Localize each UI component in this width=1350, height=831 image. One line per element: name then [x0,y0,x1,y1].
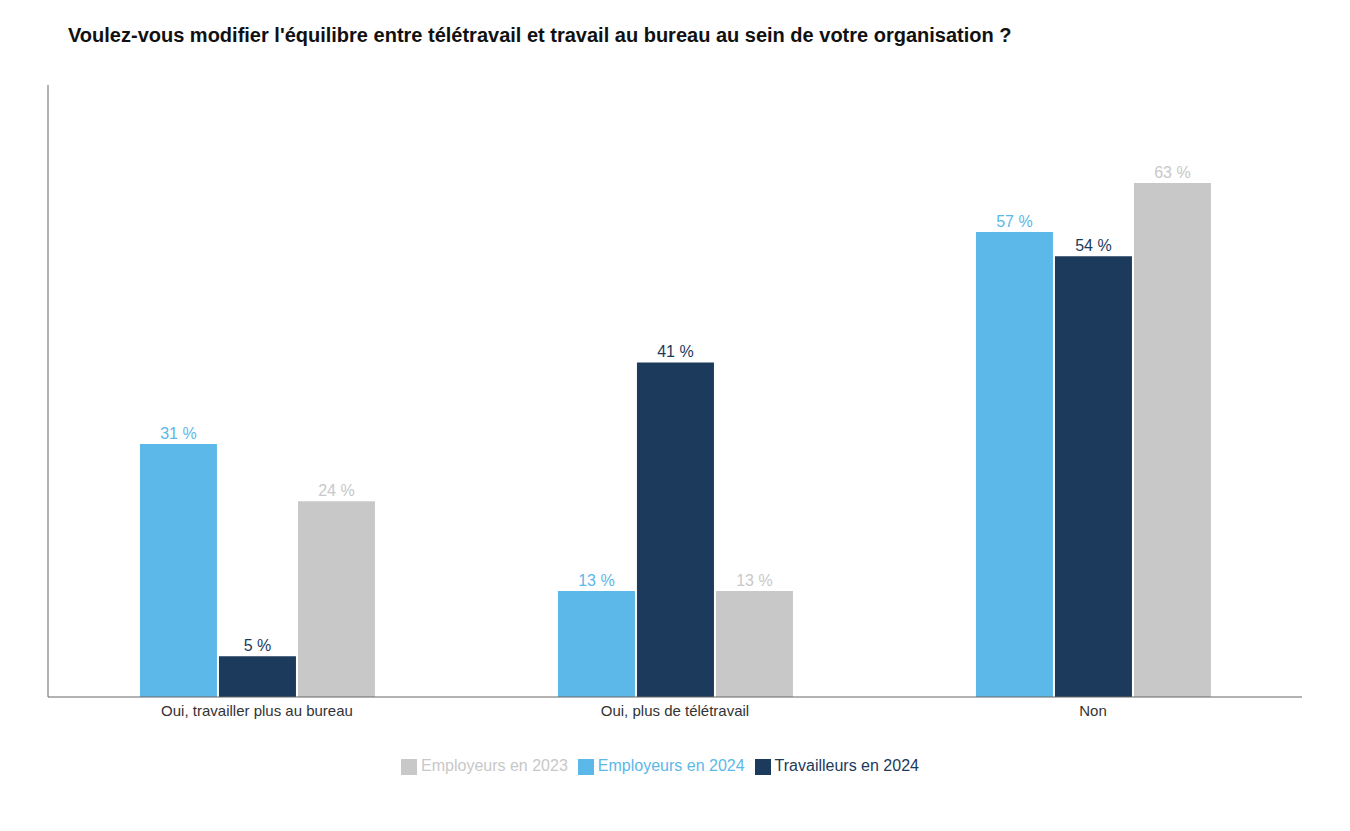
svg-text:31 %: 31 % [160,425,196,442]
svg-text:54 %: 54 % [1075,237,1111,254]
svg-text:57 %: 57 % [996,213,1032,230]
svg-text:Non: Non [1079,702,1107,719]
html-text:Voulez-vous modifier l'équilib: Voulez-vous modifier l'équilibre entre t… [68,24,1012,46]
html-text:Travailleurs en 2024: Travailleurs en 2024 [774,757,919,774]
svg-text:13 %: 13 % [578,572,614,589]
html-text:Employeurs en 2023: Employeurs en 2023 [421,757,568,774]
svg-text:24 %: 24 % [318,482,354,499]
svg-text:41 %: 41 % [657,343,693,360]
svg-text:13 %: 13 % [736,572,772,589]
svg-text:Oui, plus de télétravail: Oui, plus de télétravail [601,702,749,719]
svg-text:5 %: 5 % [244,637,272,654]
html-text:Employeurs en 2024: Employeurs en 2024 [597,757,745,774]
svg-text:63 %: 63 % [1154,164,1190,181]
svg-text:Oui, travailler plus au bureau: Oui, travailler plus au bureau [161,702,353,719]
